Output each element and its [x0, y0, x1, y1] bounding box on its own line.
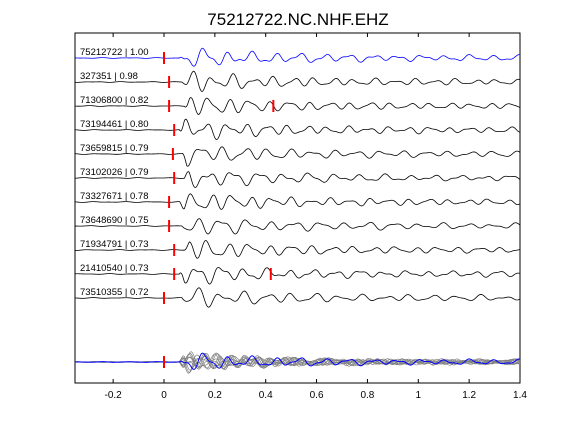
- trace-waveform-71306800: [74, 97, 521, 115]
- x-tick-label-5: 0.8: [360, 390, 374, 401]
- traces-layer: [74, 47, 521, 308]
- trace-label-21410540: 21410540 | 0.73: [80, 263, 149, 274]
- trace-label-73648690: 73648690 | 0.75: [80, 215, 149, 226]
- x-axis: -0.2 0 0.2 0.4 0.6 0.8 1 1.2 1.4: [105, 33, 527, 401]
- trace-waveform-327351: [74, 70, 521, 92]
- x-tick-label-8: 1.4: [513, 390, 527, 401]
- trace-waveform-73194461: [74, 118, 521, 140]
- trace-label-73510355: 73510355 | 0.72: [80, 287, 149, 298]
- trace-waveform-73648690: [75, 218, 521, 235]
- trace-waveform-73102026: [74, 171, 521, 188]
- trace-label-73102026: 73102026 | 0.79: [80, 167, 149, 178]
- x-tick-label-0: -0.2: [105, 390, 123, 401]
- trace-waveform-73510355: [74, 287, 521, 308]
- x-tick-label-7: 1.2: [462, 390, 476, 401]
- x-tick-label-2: 0.2: [208, 390, 222, 401]
- trace-waveform-21410540: [74, 267, 521, 285]
- trace-label-75212722: 75212722 | 1.00: [80, 47, 149, 58]
- trace-waveform-71934791: [74, 240, 521, 259]
- trace-waveform-73327671: [74, 193, 521, 210]
- chart-title: 75212722.NC.NHF.EHZ: [207, 10, 388, 29]
- stack-reference-trace: [74, 352, 521, 370]
- trace-label-327351: 327351 | 0.98: [80, 71, 138, 82]
- pick-markers: [163, 52, 275, 368]
- trace-label-71306800: 71306800 | 0.82: [80, 95, 149, 106]
- x-tick-label-3: 0.4: [259, 390, 273, 401]
- trace-waveform-75212722: [74, 47, 521, 67]
- plot-frame: [74, 32, 521, 384]
- x-tick-label-6: 1: [416, 390, 422, 401]
- trace-label-71934791: 71934791 | 0.73: [80, 239, 149, 250]
- x-tick-label-4: 0.6: [310, 390, 324, 401]
- trace-labels: 75212722 | 1.00 327351 | 0.98 71306800 | 0…: [80, 47, 149, 298]
- stack-layer: [74, 351, 521, 374]
- trace-label-73327671: 73327671 | 0.78: [80, 191, 149, 202]
- trace-label-73659815: 73659815 | 0.79: [80, 143, 149, 154]
- x-tick-label-1: 0: [161, 390, 167, 401]
- trace-waveform-73659815: [74, 146, 521, 167]
- trace-label-73194461: 73194461 | 0.80: [80, 119, 149, 130]
